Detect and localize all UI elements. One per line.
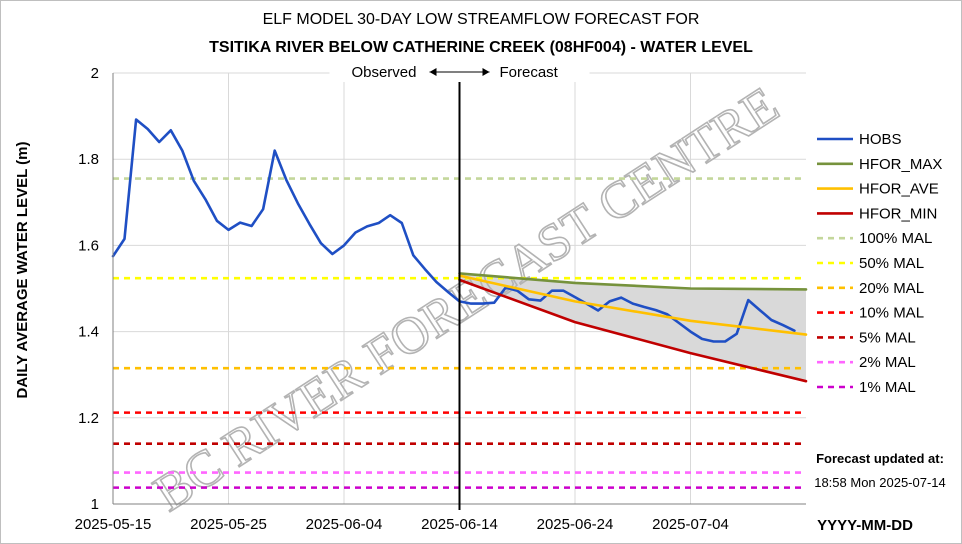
y-tick-label: 2 — [91, 65, 99, 82]
legend-label-1pct-mal: 1% MAL — [859, 379, 916, 396]
legend: HOBS HFOR_MAX HFOR_AVE HFOR_MIN 100% MAL 50% … — [817, 131, 942, 396]
y-tick-label: 1.6 — [78, 237, 99, 254]
x-tick-label: 2025-06-14 — [421, 516, 498, 533]
forecast-updated-label: Forecast updated at: — [816, 451, 944, 466]
legend-label-50pct-mal: 50% MAL — [859, 255, 924, 272]
series-line-hfor-ave — [458, 274, 808, 336]
y-tick-label: 1.4 — [78, 324, 99, 341]
y-tick-label: 1 — [91, 496, 99, 513]
arrow-head-left — [429, 68, 437, 76]
forecast-updated-time: 18:58 Mon 2025-07-14 — [814, 475, 946, 490]
series-line-hfor-max — [458, 272, 808, 291]
legend-label-hfor-ave: HFOR_AVE — [859, 181, 939, 198]
y-axis-label: DAILY AVERAGE WATER LEVEL (m) — [14, 142, 31, 399]
legend-label-2pct-mal: 2% MAL — [859, 354, 916, 371]
legend-label-hfor-max: HFOR_MAX — [859, 156, 942, 173]
x-tick-label: 2025-07-04 — [652, 516, 729, 533]
x-tick-labels: 2025-05-15 2025-05-25 2025-06-04 2025-06-14… — [75, 516, 729, 533]
legend-label-5pct-mal: 5% MAL — [859, 329, 916, 346]
series-line-hobs — [111, 118, 796, 343]
series-lines — [111, 118, 808, 383]
legend-label-hfor-min: HFOR_MIN — [859, 205, 937, 222]
double-arrow-icon — [429, 68, 490, 76]
chart-subtitle: TSITIKA RIVER BELOW CATHERINE CREEK (08H… — [209, 39, 753, 56]
observed-label: Observed — [351, 64, 416, 81]
x-tick-label: 2025-05-25 — [190, 516, 267, 533]
y-tick-labels: 1 1.2 1.4 1.6 1.8 2 — [78, 65, 99, 513]
legend-label-10pct-mal: 10% MAL — [859, 305, 924, 322]
x-tick-label: 2025-06-24 — [537, 516, 614, 533]
x-tick-label: 2025-06-04 — [306, 516, 383, 533]
observed-forecast-divider: Observed Forecast — [329, 62, 590, 510]
chart-title: ELF MODEL 30-DAY LOW STREAMFLOW FORECAST… — [263, 11, 700, 28]
legend-label-100pct-mal: 100% MAL — [859, 230, 932, 247]
x-tick-label: 2025-05-15 — [75, 516, 152, 533]
forecast-band-layer — [459, 273, 806, 382]
y-tick-label: 1.2 — [78, 410, 99, 427]
legend-label-20pct-mal: 20% MAL — [859, 280, 924, 297]
series-line-hfor-min — [458, 278, 808, 383]
arrow-head-right — [482, 68, 490, 76]
x-axis-label: YYYY-MM-DD — [817, 517, 913, 534]
forecast-range-band — [459, 273, 806, 382]
forecast-label: Forecast — [500, 64, 559, 81]
y-tick-label: 1.8 — [78, 151, 99, 168]
legend-label-hobs: HOBS — [859, 131, 902, 148]
